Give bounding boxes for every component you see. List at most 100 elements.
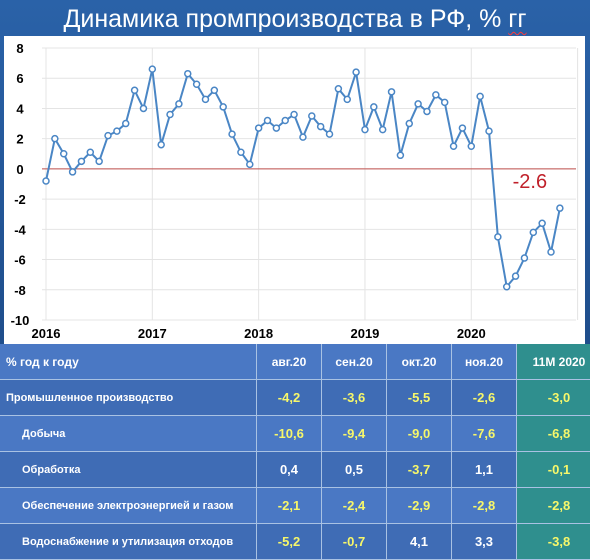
data-point [432, 91, 440, 99]
x-tick-label: 2016 [32, 326, 61, 341]
table-row: Обработка 0,4 0,5 -3,7 1,1 -0,1 [0, 451, 590, 488]
x-tick-label: 2017 [138, 326, 167, 341]
data-point [414, 100, 422, 108]
table-cell: -6,8 [516, 415, 590, 452]
data-point [343, 95, 351, 104]
data-point [157, 140, 165, 149]
data-point [405, 119, 414, 128]
table-cell: 1,1 [451, 451, 517, 488]
data-point [219, 103, 227, 111]
data-point [361, 125, 369, 134]
table-cell: 3,3 [451, 523, 517, 560]
data-point [130, 86, 139, 95]
data-point [520, 254, 529, 262]
data-point [113, 127, 121, 135]
table-cell: -0,1 [516, 451, 590, 488]
table-cell: 4,1 [386, 523, 452, 560]
table-cell: -9,4 [321, 415, 387, 452]
y-tick-label: 2 [16, 132, 23, 147]
line-chart: 8 6 4 2 0 -2 -4 -6 -8 -10 2016 2017 2018 2019 2020 -2… [11, 41, 579, 341]
data-point [59, 150, 68, 158]
y-tick-label: 8 [16, 41, 23, 56]
table-cell: -3,0 [516, 379, 590, 416]
x-tick-label: 2019 [350, 326, 379, 341]
x-axis-ticks: 2016 2017 2018 2019 2020 [32, 326, 486, 341]
table-cell: -3,8 [516, 523, 590, 560]
data-point [281, 116, 289, 125]
y-tick-label: -10 [11, 313, 30, 328]
data-point [440, 98, 449, 107]
table-cell: -5,5 [386, 379, 452, 416]
table-cell: -9,0 [386, 415, 452, 452]
data-point [210, 86, 219, 95]
data-point [370, 103, 378, 111]
data-point [201, 95, 210, 104]
table-cell: 0,4 [256, 451, 322, 488]
data-point [175, 100, 183, 108]
data-point [529, 228, 538, 237]
data-point [494, 233, 502, 241]
data-point [458, 124, 467, 132]
data-point [121, 119, 130, 128]
row-label: Водоснабжение и утилизация отходов [0, 523, 257, 560]
y-tick-label: 0 [16, 162, 23, 177]
table-cell: -5,2 [256, 523, 322, 560]
data-point [263, 116, 272, 125]
data-point [246, 160, 254, 169]
y-axis-ticks: 8 6 4 2 0 -2 -4 -6 -8 -10 [11, 41, 30, 328]
row-label: Добыча [0, 415, 257, 452]
y-tick-label: -6 [14, 253, 26, 268]
data-point [538, 219, 546, 228]
data-point [511, 272, 520, 280]
header-col: окт.20 [386, 344, 452, 380]
table-row: Добыча -10,6 -9,4 -9,0 -7,6 -6,8 [0, 415, 590, 452]
table-cell: -2,9 [386, 487, 452, 524]
data-point [77, 157, 86, 166]
x-tick-label: 2020 [457, 326, 486, 341]
data-point [334, 85, 343, 93]
data-point [166, 110, 174, 119]
last-value-annotation: -2.6 [513, 171, 547, 193]
y-tick-label: 4 [16, 101, 24, 116]
table-cell: -2,6 [451, 379, 517, 416]
data-point [86, 148, 95, 157]
y-tick-label: -8 [14, 283, 26, 298]
header-col-highlight: 11М 2020 [516, 344, 590, 380]
title-main: Динамика промпроизводства в РФ, % [63, 5, 509, 33]
table-cell: -2,8 [516, 487, 590, 524]
table-cell: -7,6 [451, 415, 517, 452]
data-point [272, 124, 281, 132]
data-point [299, 133, 307, 141]
table-cell: -2,4 [321, 487, 387, 524]
row-label: Промышленное производство [0, 379, 257, 416]
data-point [237, 148, 245, 157]
header-col: авг.20 [256, 344, 322, 380]
header-col: сен.20 [321, 344, 387, 380]
series-line [45, 68, 561, 290]
data-point [502, 283, 511, 291]
table-cell: -10,6 [256, 415, 322, 452]
data-point [476, 92, 484, 101]
table-cell: -0,7 [321, 523, 387, 560]
x-tick-label: 2018 [244, 326, 273, 341]
table-cell: -3,6 [321, 379, 387, 416]
data-point [184, 69, 192, 78]
series-points [42, 65, 564, 291]
table-cell: -3,7 [386, 451, 452, 488]
data-table: % год к году авг.20 сен.20 окт.20 ноя.20… [0, 344, 590, 560]
row-label: Обработка [0, 451, 257, 488]
page-title: Динамика промпроизводства в РФ, % гг [0, 2, 590, 36]
data-point [556, 204, 564, 212]
data-point [467, 142, 476, 150]
data-point [51, 134, 59, 143]
table-cell: -2,1 [256, 487, 322, 524]
data-point [316, 122, 325, 131]
data-point [148, 65, 157, 73]
data-point [423, 107, 431, 116]
data-point [95, 157, 103, 166]
data-point [449, 142, 458, 150]
table-cell: -2,8 [451, 487, 517, 524]
row-label: Обеспечение электроэнергией и газом [0, 487, 257, 524]
y-tick-label: 6 [16, 71, 23, 86]
table-row: Обеспечение электроэнергией и газом -2,1-… [0, 487, 590, 524]
